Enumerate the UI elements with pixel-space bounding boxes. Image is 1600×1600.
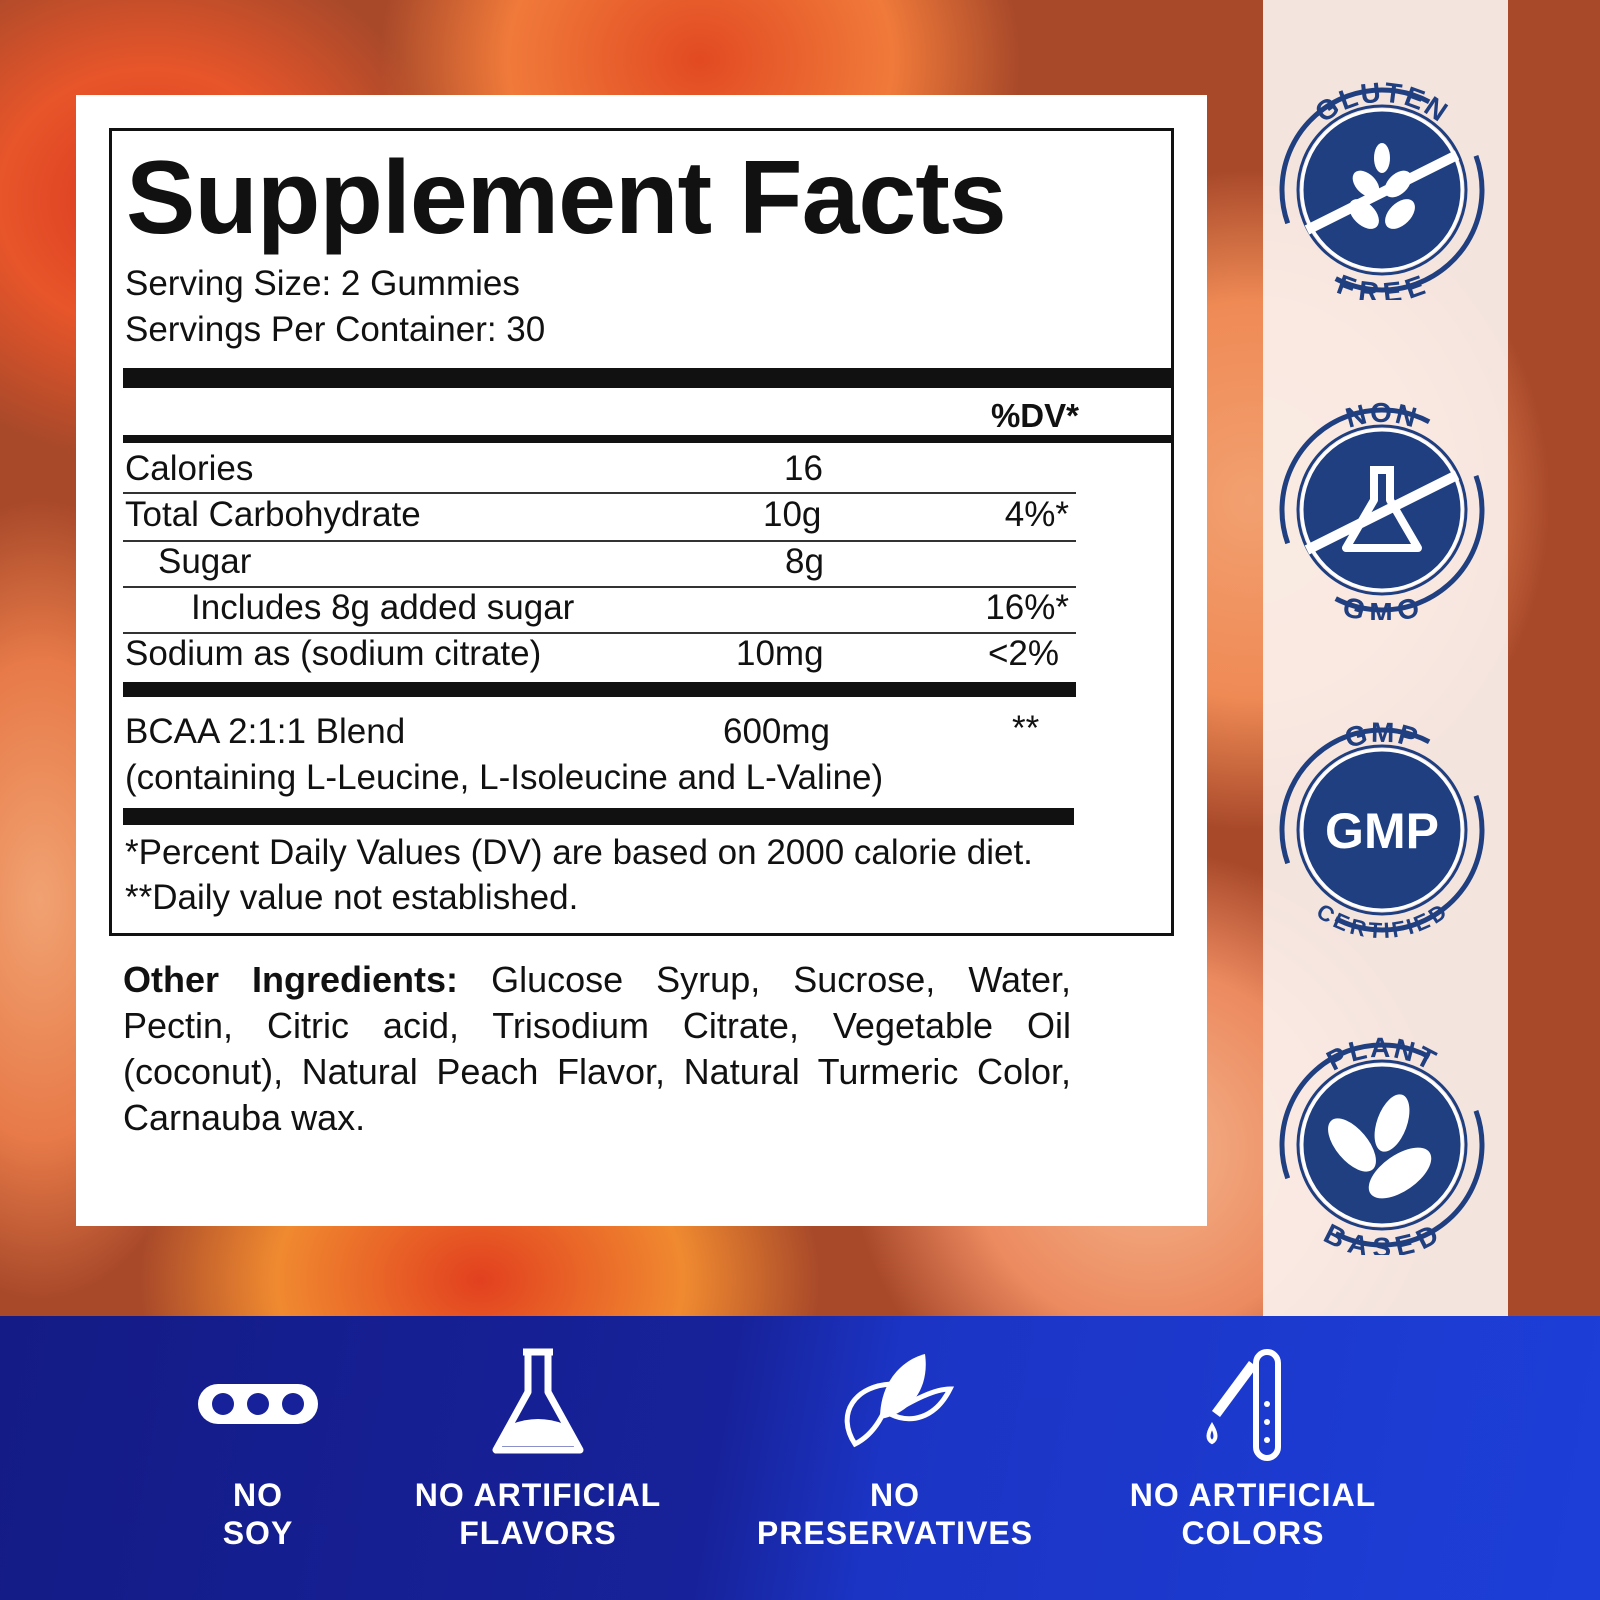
row-dv: <2% — [987, 634, 1059, 673]
blend-amount: 600mg — [723, 712, 831, 751]
row-name: Sugar — [158, 542, 252, 581]
blend-detail: (containing L-Leucine, L-Isoleucine and … — [125, 758, 884, 797]
divider — [123, 682, 1076, 697]
row-name: Calories — [125, 449, 254, 488]
feature-no-preservatives: NO PRESERVATIVES — [735, 1316, 1055, 1551]
ingredients-text: Glucose Syrup, Sucrose, Water, Pectin, C… — [123, 959, 1072, 1138]
divider — [123, 435, 1174, 443]
soy-icon — [198, 1384, 318, 1424]
supplement-facts-card: Supplement Facts Serving Size: 2 Gummies… — [76, 95, 1207, 1226]
row-name: Includes 8g added sugar — [191, 588, 575, 627]
row-amount: 10mg — [736, 634, 824, 673]
gmp-certified-badge: GMP CERTIFIED GMP — [1279, 720, 1485, 940]
divider — [123, 368, 1174, 388]
row-amount: 16 — [784, 449, 823, 488]
dropper-icon — [1206, 1349, 1281, 1461]
row-amount: 10g — [763, 495, 822, 534]
features-bar: NO SOY NO ARTIFICIAL FLAVORS NO PRESERVATIV… — [0, 1316, 1600, 1600]
footnote-not-established: **Daily value not established. — [125, 878, 579, 917]
feature-no-artificial-flavors: NO ARTIFICIAL FLAVORS — [378, 1316, 698, 1551]
flask-icon — [492, 1348, 584, 1454]
non-gmo-badge: NON GMO — [1279, 400, 1485, 620]
row-amount: 8g — [785, 542, 824, 581]
divider — [123, 808, 1074, 825]
leaves-icon — [1328, 1094, 1432, 1199]
flask-icon — [1342, 466, 1422, 552]
facts-panel: Supplement Facts Serving Size: 2 Gummies… — [109, 128, 1174, 936]
serving-size: Serving Size: 2 Gummies — [125, 264, 520, 303]
dv-header: %DV* — [990, 397, 1079, 434]
footnote-dv: *Percent Daily Values (DV) are based on … — [125, 833, 1033, 872]
wheat-icon — [1349, 143, 1415, 229]
row-name: Sodium as (sodium citrate) — [125, 634, 542, 673]
row-dv: 4%* — [1004, 495, 1069, 534]
svg-text:GMP: GMP — [1325, 803, 1439, 859]
row-dv: 16%* — [985, 588, 1069, 627]
plant-based-badge: PLANT BASED — [1279, 1035, 1485, 1255]
gluten-free-badge: GLUTEN FREE — [1279, 80, 1485, 300]
ingredients-label: Other Ingredients: — [123, 959, 459, 1000]
row-name: Total Carbohydrate — [125, 495, 421, 534]
blend-name: BCAA 2:1:1 Blend — [125, 712, 406, 751]
feature-no-soy: NO SOY — [98, 1316, 418, 1551]
feature-no-artificial-colors: NO ARTIFICIAL COLORS — [1093, 1316, 1413, 1551]
strike-icon — [1304, 150, 1460, 235]
blend-dv: ** — [1012, 709, 1040, 748]
other-ingredients: Other Ingredients: Glucose Syrup, Sucros… — [123, 957, 1071, 1141]
leaf-icon — [844, 1354, 955, 1448]
servings-per-container: Servings Per Container: 30 — [125, 310, 546, 349]
facts-title: Supplement Facts — [126, 140, 1007, 256]
